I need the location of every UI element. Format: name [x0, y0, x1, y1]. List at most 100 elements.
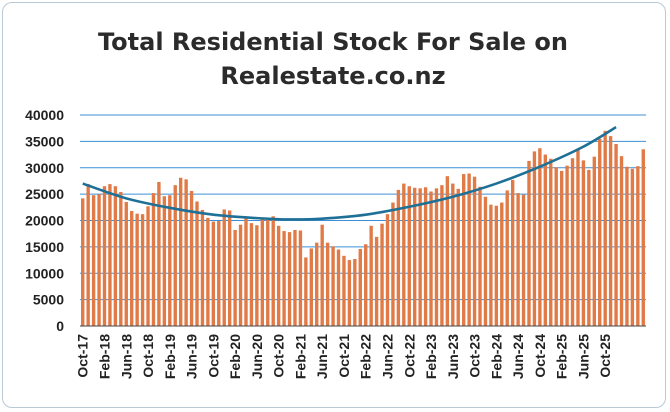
- bar: [157, 181, 161, 326]
- bar: [97, 194, 101, 326]
- bar: [440, 185, 444, 326]
- x-tick-label: Oct-20: [271, 334, 287, 378]
- bar: [407, 186, 411, 326]
- bar: [625, 166, 629, 326]
- y-axis-ticks: 0 5000 10000 15000 20000 25000 30000 35000 40000: [25, 107, 64, 334]
- x-tick-label: Feb-18: [96, 334, 112, 379]
- chart-title-line-1: Total Residential Stock For Sale on: [98, 28, 568, 56]
- bar: [276, 225, 281, 326]
- bar: [195, 201, 199, 326]
- x-tick-label: Feb-23: [423, 334, 439, 379]
- x-tick-label: Oct-18: [140, 334, 156, 378]
- bar: [255, 225, 259, 326]
- bar: [293, 229, 297, 326]
- bar: [538, 148, 542, 326]
- bar: [505, 190, 509, 326]
- bar: [200, 209, 205, 326]
- bar: [184, 179, 188, 326]
- bar-series: [81, 130, 645, 326]
- bar: [456, 188, 460, 326]
- bar: [461, 174, 466, 326]
- bar: [91, 195, 96, 326]
- bar: [516, 193, 520, 326]
- bar: [260, 217, 265, 326]
- bar: [233, 229, 237, 326]
- bar: [592, 156, 596, 326]
- bar: [331, 246, 335, 326]
- bar: [565, 165, 569, 326]
- bar: [217, 221, 221, 326]
- bar: [249, 223, 254, 326]
- bar: [500, 202, 504, 326]
- bar: [554, 167, 558, 326]
- x-tick-label: Oct-22: [401, 334, 417, 378]
- bar: [510, 179, 515, 326]
- bar: [413, 187, 417, 326]
- x-tick-label: Jun-22: [379, 334, 395, 379]
- bar: [244, 218, 248, 326]
- bar: [222, 209, 226, 326]
- x-tick-label: Oct-21: [336, 334, 352, 378]
- bar: [391, 202, 395, 326]
- bar: [581, 160, 586, 326]
- bar: [309, 248, 313, 326]
- bar: [342, 255, 346, 326]
- trend-series: [82, 126, 617, 221]
- bar: [472, 176, 477, 326]
- bar: [532, 151, 537, 326]
- bar: [358, 248, 362, 326]
- bar: [494, 205, 499, 326]
- bar: [282, 231, 286, 326]
- x-axis-ticks: Oct-17 Feb-18 Jun-18 Oct-18 Feb-19 Jun-19 Oct-…: [75, 334, 613, 379]
- bar: [168, 195, 172, 326]
- bar: [451, 183, 455, 326]
- bar: [598, 138, 602, 326]
- bar: [396, 189, 401, 326]
- bar: [135, 213, 139, 326]
- bar: [402, 183, 406, 326]
- x-tick-label: Jun-18: [118, 334, 134, 379]
- x-tick-label: Jun-21: [314, 334, 330, 379]
- bar: [543, 154, 548, 326]
- x-tick-label: Feb-21: [292, 334, 308, 379]
- x-tick-label: Feb-19: [162, 334, 178, 379]
- bar: [559, 170, 564, 326]
- bar: [483, 196, 488, 326]
- x-tick-label: Feb-22: [358, 334, 374, 379]
- bar: [102, 186, 107, 326]
- x-tick-label: Oct-19: [205, 334, 221, 378]
- bar: [238, 224, 243, 326]
- bar: [86, 184, 90, 326]
- bar: [287, 232, 292, 326]
- bar: [549, 158, 553, 326]
- bar: [146, 206, 150, 326]
- bar: [227, 210, 232, 326]
- x-tick-label: Oct-25: [597, 334, 613, 378]
- bar: [619, 156, 624, 326]
- y-tick-label: 15000: [25, 239, 64, 255]
- y-tick-label: 30000: [25, 160, 64, 176]
- y-tick-label: 20000: [25, 213, 64, 229]
- bar: [641, 149, 645, 326]
- bar: [380, 223, 384, 326]
- bar: [113, 186, 118, 326]
- bar: [636, 166, 640, 326]
- bar: [587, 169, 591, 326]
- bar: [315, 242, 319, 326]
- trend-line: [82, 126, 617, 221]
- bar: [320, 224, 324, 326]
- bar: [151, 193, 156, 326]
- bar: [608, 136, 613, 326]
- x-tick-label: Oct-23: [467, 334, 483, 378]
- bar: [614, 144, 618, 326]
- x-tick-label: Jun-23: [445, 334, 461, 379]
- bar: [576, 148, 580, 326]
- bar: [369, 225, 373, 326]
- bar: [521, 194, 526, 326]
- bar: [423, 187, 428, 326]
- bar: [603, 130, 607, 326]
- bar: [336, 249, 341, 326]
- chart-title-line-2: Realestate.co.nz: [220, 62, 445, 90]
- bar: [140, 214, 145, 326]
